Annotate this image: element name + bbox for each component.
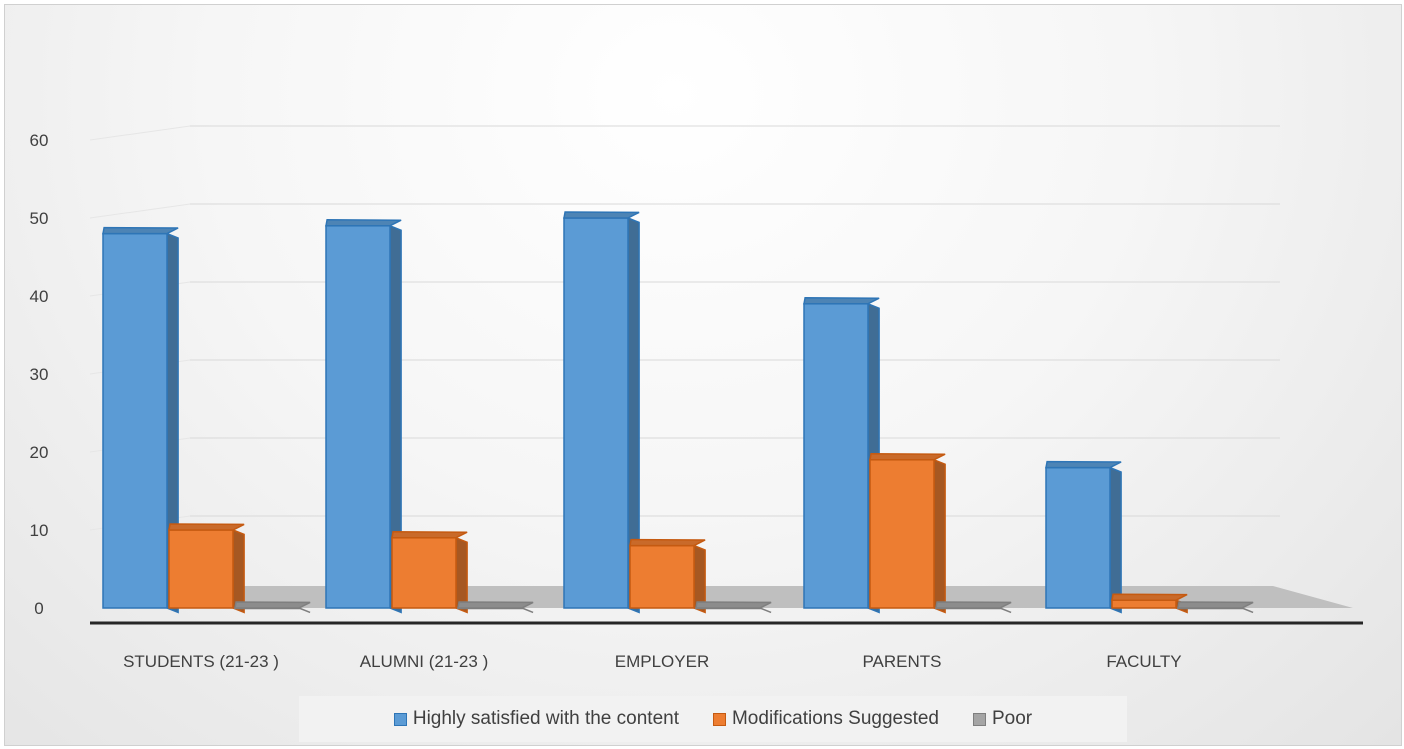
bar-top (457, 601, 534, 609)
legend-swatch-orange (712, 712, 726, 726)
bar-side (232, 528, 245, 614)
y-tick-label: 40 (30, 287, 49, 306)
bar-front (391, 537, 457, 609)
y-tick-label: 10 (30, 521, 49, 540)
bar (234, 601, 311, 614)
legend-swatch-blue (393, 712, 407, 726)
legend-label: Modifications Suggested (731, 708, 939, 729)
bar (869, 453, 946, 614)
bar-side (759, 607, 772, 614)
bar-front (168, 529, 234, 609)
bar-front (325, 225, 391, 609)
bar (629, 538, 706, 614)
bar (563, 211, 640, 614)
bar-chart: 0 10 20 30 40 50 60 STUDENTS (21-23 ) ALUMNI (21… (30, 125, 1363, 671)
bar-front (1045, 466, 1111, 609)
bar-top (168, 523, 245, 531)
bar-front (102, 232, 168, 609)
bar-front (1111, 599, 1177, 609)
bar-side (933, 458, 946, 614)
bar-side (455, 536, 468, 614)
bar (935, 601, 1012, 614)
bar (1177, 601, 1254, 614)
bar (168, 523, 245, 614)
bar (457, 601, 534, 614)
y-tick-label: 60 (30, 131, 49, 150)
legend-entry-series-2: Poor (973, 708, 1032, 730)
x-tick-label: FACULTY (1106, 652, 1181, 671)
bar-front (803, 303, 869, 609)
legend-swatch-gray (973, 712, 986, 726)
gridline-side (89, 203, 191, 219)
bar (1111, 593, 1188, 614)
bar-top (1045, 460, 1122, 469)
bar-front (563, 217, 629, 609)
x-tick-label: STUDENTS (21-23 ) (123, 652, 279, 671)
x-tick-label: EMPLOYER (615, 652, 709, 671)
bar-top (629, 538, 706, 547)
bar (695, 601, 772, 614)
bar-top (935, 601, 1012, 609)
y-tick-label: 0 (34, 599, 43, 618)
gridline-side (89, 125, 191, 141)
bar (325, 219, 402, 614)
bar-top (563, 211, 640, 219)
x-tick-label: PARENTS (862, 652, 941, 671)
bar-top (803, 297, 880, 305)
legend-label: Highly satisfied with the content (412, 708, 679, 729)
y-tick-label: 20 (30, 443, 49, 462)
bar-side (1109, 466, 1122, 614)
bar-top (869, 453, 946, 461)
legend: Highly satisfied with the content Modifi… (299, 696, 1127, 742)
bar-side (999, 607, 1012, 614)
x-tick-label: ALUMNI (21-23 ) (360, 652, 488, 671)
y-tick-label: 50 (30, 209, 49, 228)
legend-label: Poor (992, 708, 1033, 729)
bar-top (391, 531, 468, 539)
bar-top (234, 601, 311, 609)
bar-side (298, 607, 311, 614)
y-tick-label: 30 (30, 365, 49, 384)
bar-front (869, 459, 935, 609)
bar-side (1241, 607, 1254, 614)
bar (803, 297, 880, 614)
bar (391, 531, 468, 614)
bar-front (629, 544, 695, 609)
bar (1045, 460, 1122, 614)
legend-entry-series-1: Modifications Suggested (712, 708, 939, 730)
chart-area: 0 10 20 30 40 50 60 STUDENTS (21-23 ) ALUMNI (21… (4, 4, 1402, 746)
bar (102, 226, 179, 614)
bar-top (102, 226, 179, 235)
bar-top (1111, 593, 1188, 601)
bar-top (695, 601, 772, 609)
bar-top (1177, 601, 1254, 609)
bar-side (521, 607, 534, 614)
legend-entry-series-0: Highly satisfied with the content (393, 708, 679, 730)
bar-top (325, 219, 402, 227)
